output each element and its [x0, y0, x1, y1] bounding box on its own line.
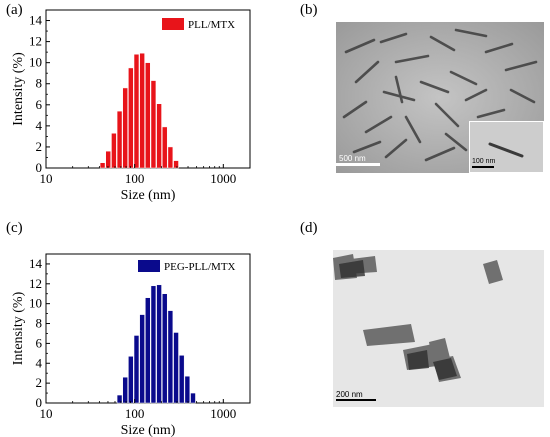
bar: [190, 392, 196, 404]
bar: [128, 356, 134, 404]
y-tick-label: 6: [36, 97, 43, 112]
y-tick-label: 2: [36, 375, 43, 390]
nanosheets-image: [333, 250, 544, 407]
y-tick-label: 0: [36, 395, 43, 410]
tem-image-d: 200 nm: [333, 250, 544, 407]
y-axis-label: Intensity (%): [11, 291, 26, 365]
y-tick-label: 0: [36, 160, 43, 175]
bar: [139, 52, 145, 169]
bar: [133, 335, 140, 404]
panel-label-a: (a): [6, 2, 23, 18]
bar: [173, 160, 179, 169]
chart-c: 0 2 4 6 8 10 12 14 10 100 1000 Size (nm) Intensity (…: [11, 253, 251, 437]
x-tick-label: 10: [40, 171, 53, 186]
bar: [128, 67, 134, 169]
bar: [99, 162, 106, 169]
x-tick-label: 100: [125, 171, 145, 186]
bar: [145, 62, 151, 169]
x-tick-label: 1000: [210, 406, 236, 421]
y-tick-label: 2: [36, 139, 43, 154]
tem-inset-b: 100 nm: [469, 121, 544, 173]
bar: [105, 150, 111, 169]
bar: [167, 310, 174, 404]
bar: [122, 87, 128, 169]
bar: [145, 297, 151, 404]
y-tick-label: 14: [29, 13, 43, 28]
bar: [116, 110, 123, 169]
y-tick-label: 4: [36, 118, 43, 133]
tem-image-b: 500 nm 100 nm: [336, 22, 544, 173]
y-tick-label: 8: [36, 76, 43, 91]
y-tick-label: 6: [36, 335, 43, 350]
scalebar-label-inset: 100 nm: [472, 158, 496, 165]
bar: [173, 332, 179, 404]
y-axis-label: Intensity (%): [11, 52, 26, 126]
bar: [162, 126, 168, 169]
bar: [156, 284, 162, 404]
chart-a: 0 2 4 6 8 10 12 14 10 100 1000 Size (nm) Intensity (…: [11, 9, 251, 203]
single-nanorod-image: [470, 122, 543, 172]
panel-label-c: (c): [6, 220, 23, 236]
bar: [116, 394, 123, 404]
bar: [139, 314, 145, 404]
y-tick-label: 4: [36, 355, 43, 370]
x-axis-label: Size (nm): [121, 423, 176, 437]
y-tick-label: 8: [36, 316, 43, 331]
scalebar-label-d: 200 nm: [336, 390, 363, 399]
bar: [184, 375, 191, 404]
y-tick-label: 12: [29, 34, 42, 49]
legend-swatch: [138, 260, 160, 272]
bar: [133, 53, 140, 169]
scalebar-label-b: 500 nm: [339, 154, 366, 163]
bar: [111, 132, 117, 169]
panel-label-d: (d): [300, 220, 318, 236]
y-tick-label: 14: [29, 256, 43, 271]
x-tick-label: 1000: [210, 171, 236, 186]
x-tick-label: 100: [125, 406, 145, 421]
bar: [162, 293, 168, 404]
bar: [150, 285, 157, 404]
bar: [178, 355, 185, 404]
bar: [167, 146, 174, 169]
y-tick-label: 10: [29, 55, 42, 70]
bar: [150, 80, 157, 169]
panel-label-b: (b): [300, 2, 318, 18]
legend-label: PLL/MTX: [188, 19, 235, 31]
bar: [122, 376, 128, 404]
legend-swatch: [162, 18, 184, 30]
bar: [156, 103, 162, 169]
y-tick-label: 10: [29, 296, 42, 311]
y-tick-label: 12: [29, 276, 42, 291]
x-tick-label: 10: [40, 406, 53, 421]
x-axis-label: Size (nm): [121, 188, 176, 203]
legend-label: PEG-PLL/MTX: [164, 261, 236, 273]
